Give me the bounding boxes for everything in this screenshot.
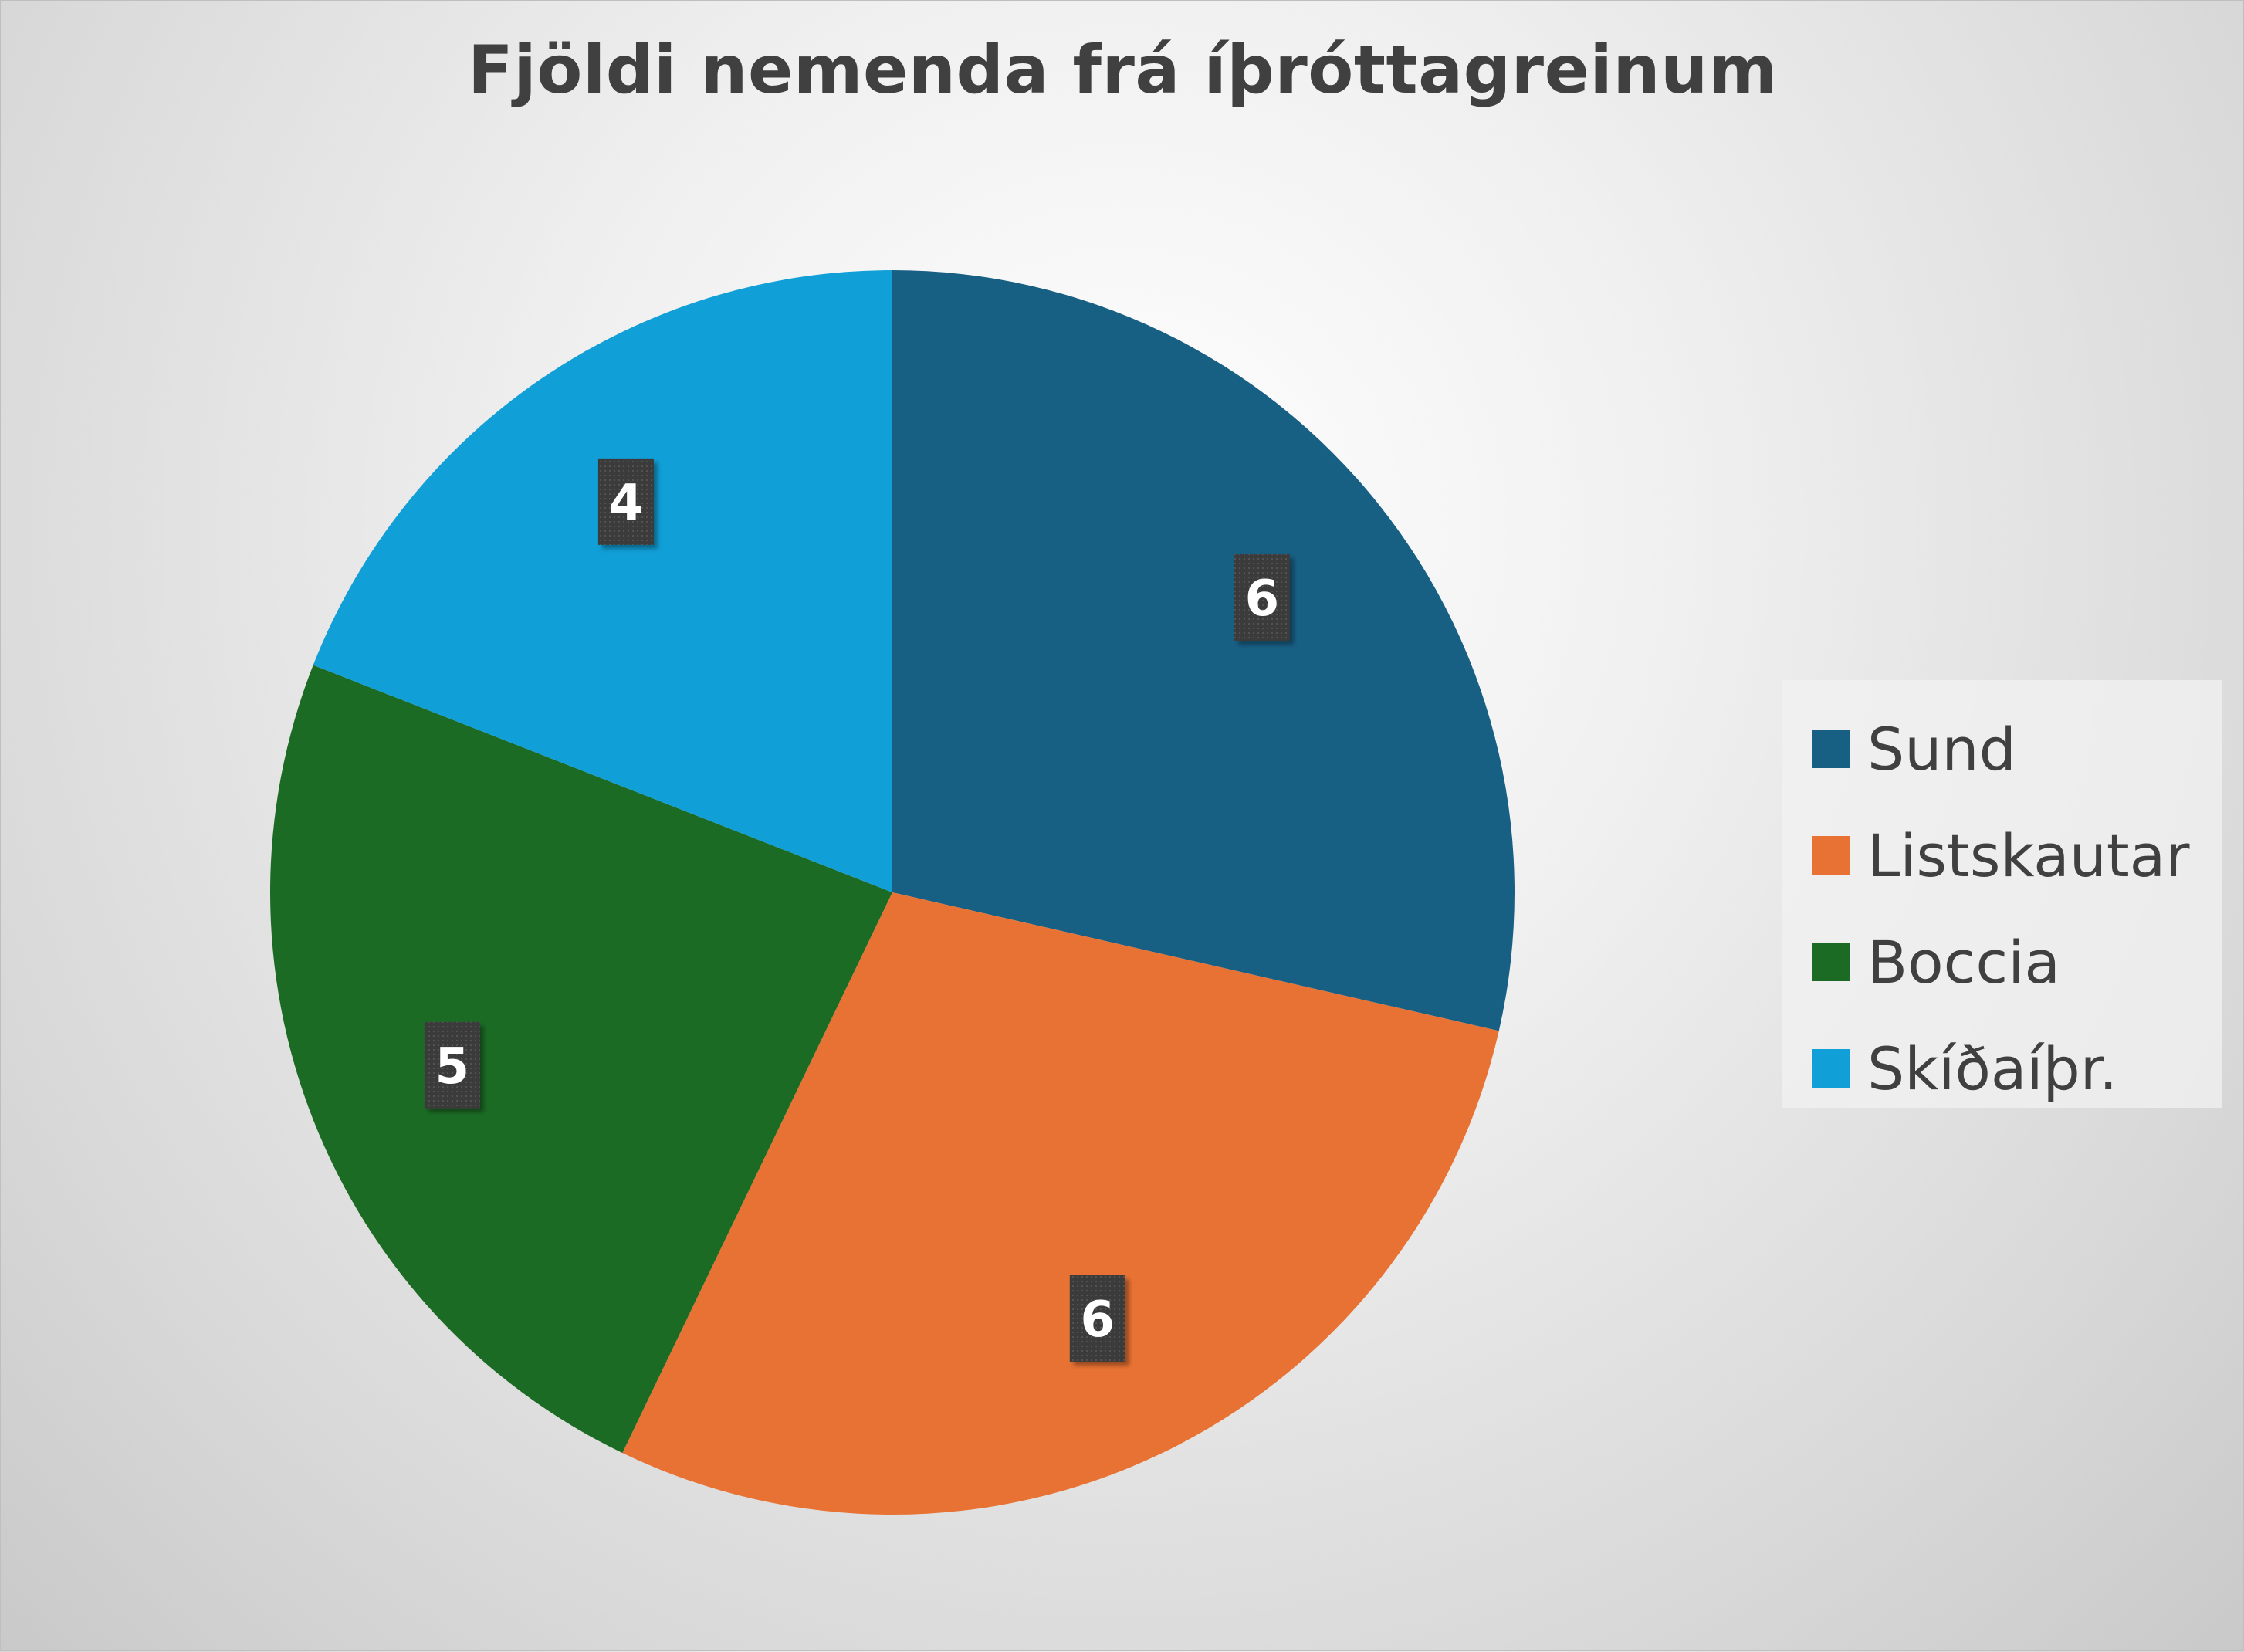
chart-title: Fjöldi nemenda frá íþróttagreinum — [468, 32, 1778, 109]
legend-item-boccia: Boccia — [1812, 909, 2222, 1015]
chart-legend: Sund Listskautar Boccia Skíðaíþr. — [1782, 680, 2222, 1108]
data-label-value: 4 — [609, 475, 644, 532]
legend-swatch — [1812, 836, 1850, 875]
data-label-sund: 6 — [1234, 554, 1290, 642]
pie-slice-sund — [892, 270, 1515, 1031]
pie-slice-boccia — [269, 665, 893, 1454]
legend-swatch — [1812, 943, 1850, 981]
legend-label: Boccia — [1867, 927, 2060, 997]
pie-slice-listskautar — [622, 892, 1499, 1515]
pie-slice-ski-ai-r — [313, 270, 892, 892]
data-label-value: 6 — [1081, 1291, 1115, 1349]
legend-item-listskautar: Listskautar — [1812, 802, 2222, 909]
legend-item-sund: Sund — [1812, 696, 2222, 802]
legend-label: Sund — [1867, 714, 2016, 784]
data-label-value: 6 — [1245, 570, 1280, 628]
data-label-ski-ai-r: 4 — [597, 458, 654, 545]
data-label-value: 5 — [435, 1038, 470, 1095]
legend-swatch — [1812, 1049, 1850, 1088]
legend-label: Listskautar — [1867, 821, 2190, 890]
legend-swatch — [1812, 730, 1850, 768]
legend-item-ski-ai-r: Skíðaíþr. — [1812, 1015, 2222, 1122]
data-label-boccia: 5 — [424, 1021, 480, 1109]
data-label-listskautar: 6 — [1069, 1275, 1125, 1362]
legend-label: Skíðaíþr. — [1867, 1034, 2118, 1103]
